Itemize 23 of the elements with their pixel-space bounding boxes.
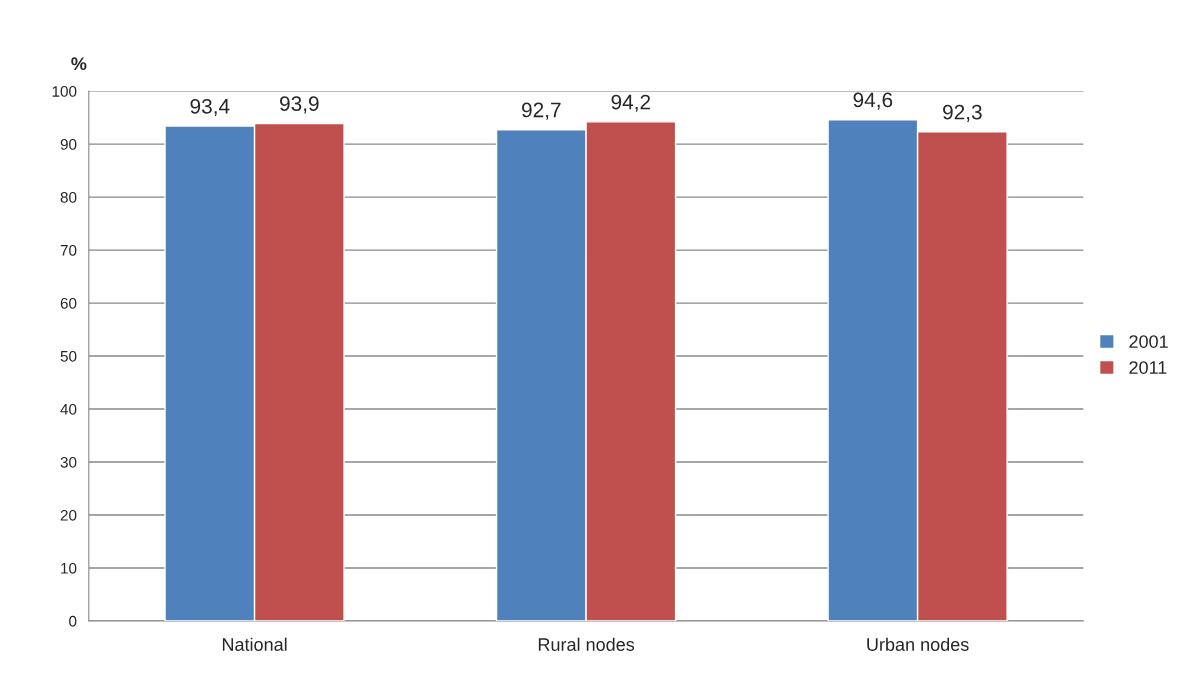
data-label: 94,6 [853,92,893,110]
y-tick-label: 80 [60,191,77,203]
data-label: 93,9 [280,96,319,114]
y-tick-label: 20 [60,509,77,521]
legend-label: 2011 [1129,361,1167,374]
y-tick-label: 70 [60,244,77,256]
y-tick-label: 30 [60,456,77,468]
y-tick-label: 60 [60,297,77,309]
legend-label: 2001 [1129,335,1168,348]
data-label: 92,7 [522,102,561,120]
data-label: 94,2 [611,94,651,112]
x-tick-label: Urban nodes [867,637,969,651]
x-tick-label: Rural nodes [538,637,635,651]
y-tick-label: 0 [69,615,77,627]
x-tick-label: National [222,637,287,651]
y-tick-label: 50 [60,350,77,362]
y-tick-label: 90 [60,138,77,150]
y-tick-label: 100 [52,85,77,97]
y-tick-label: 10 [61,562,77,574]
data-label: 92,3 [943,104,982,122]
y-axis-title: % [71,57,87,71]
data-label: 93,4 [190,98,230,117]
y-tick-label: 40 [60,403,77,415]
